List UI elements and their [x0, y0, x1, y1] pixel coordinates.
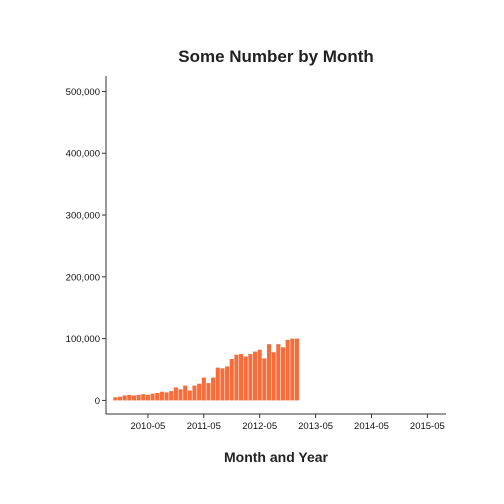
bar — [197, 383, 202, 401]
x-tick-label: 2012-05 — [242, 421, 277, 432]
y-tick-label: 500,000 — [66, 87, 100, 98]
bar — [257, 349, 262, 401]
bar — [117, 396, 123, 401]
x-tick-label: 2010-05 — [130, 421, 165, 432]
bar — [173, 387, 178, 401]
x-axis-ticks: 2010-05 2011-05 2012-05 2013-05 2014-05 2015-… — [130, 414, 445, 432]
bar — [150, 393, 155, 401]
bar — [229, 359, 234, 401]
bar — [211, 377, 216, 401]
bar — [220, 368, 225, 401]
y-axis-ticks: 0 100,000 200,000 300,000 400,000 500,000 — [66, 87, 106, 407]
bar — [266, 344, 272, 401]
bar — [280, 347, 286, 401]
bar — [145, 394, 150, 401]
bar — [178, 389, 183, 401]
x-tick-label: 2013-05 — [298, 421, 333, 432]
y-tick-label: 200,000 — [66, 272, 100, 283]
bar — [206, 383, 211, 401]
bar — [155, 392, 160, 401]
bar — [201, 377, 206, 401]
bar — [122, 395, 127, 401]
chart-title: Some Number by Month — [178, 47, 374, 66]
bar — [234, 354, 239, 401]
x-tick-label: 2014-05 — [354, 421, 389, 432]
bar — [141, 394, 146, 401]
y-tick-label: 300,000 — [66, 211, 100, 222]
bar — [294, 338, 300, 401]
y-tick-label: 400,000 — [66, 149, 100, 160]
bar — [187, 390, 192, 401]
y-tick-label: 100,000 — [66, 334, 100, 345]
bar — [127, 394, 132, 401]
bar — [159, 391, 164, 401]
bar — [262, 358, 267, 401]
bar — [243, 356, 248, 401]
bar — [225, 366, 230, 401]
bar — [271, 352, 276, 401]
bar — [248, 354, 253, 401]
bar — [239, 354, 244, 401]
bar — [276, 344, 281, 401]
bar — [252, 351, 258, 401]
x-tick-label: 2011-05 — [187, 421, 221, 432]
bar — [136, 394, 141, 401]
x-tick-label: 2015-05 — [410, 421, 445, 432]
bar — [164, 392, 169, 401]
bar — [192, 385, 197, 401]
bar — [113, 397, 118, 401]
bar — [290, 338, 295, 401]
x-axis-title: Month and Year — [224, 449, 329, 465]
bar — [285, 339, 290, 401]
bars — [113, 338, 300, 401]
bar — [131, 395, 136, 401]
y-tick-label: 0 — [95, 396, 100, 407]
bar — [183, 385, 188, 401]
bar — [215, 367, 220, 401]
bar — [169, 391, 174, 401]
